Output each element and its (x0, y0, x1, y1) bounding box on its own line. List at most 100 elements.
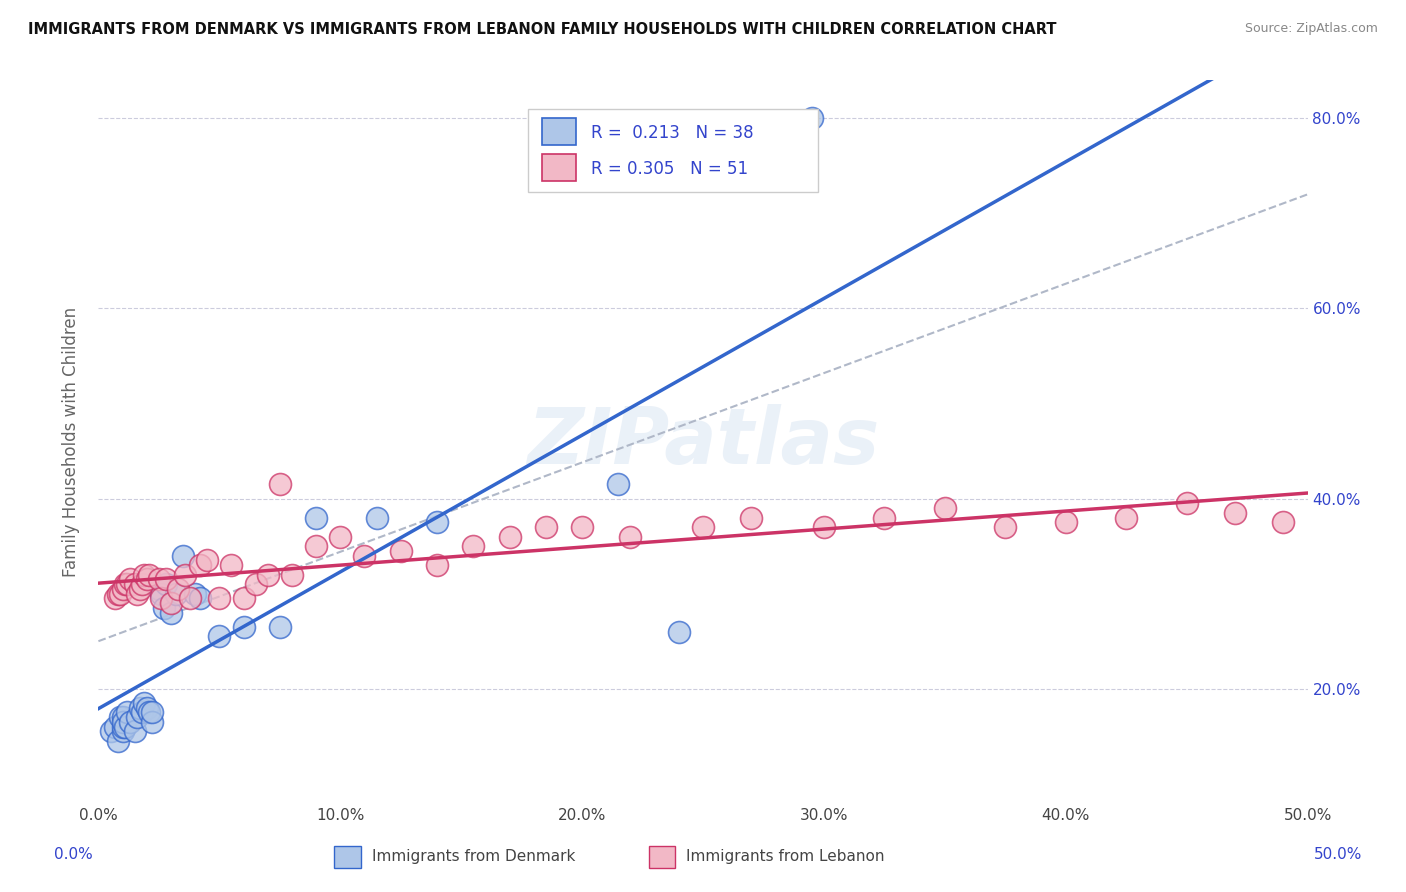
Point (353, 549, 375, 563)
Point (160, 606, 183, 620)
Point (127, 710, 149, 724)
Point (127, 587, 149, 601)
Point (668, 624, 690, 639)
Point (174, 567, 197, 582)
Point (148, 573, 170, 587)
Point (165, 587, 187, 601)
Y-axis label: Family Households with Children: Family Households with Children (62, 307, 80, 576)
FancyBboxPatch shape (648, 847, 675, 868)
Point (208, 591, 231, 606)
Point (128, 582, 150, 596)
Point (619, 530, 641, 544)
Point (740, 510, 762, 524)
Point (148, 582, 170, 596)
FancyBboxPatch shape (527, 109, 818, 193)
Point (138, 706, 160, 720)
Point (188, 558, 211, 573)
Point (232, 591, 254, 606)
Point (134, 567, 156, 582)
Point (117, 706, 139, 720)
Point (135, 573, 157, 587)
Point (934, 501, 956, 516)
Point (534, 520, 557, 534)
Point (104, 720, 127, 734)
Point (800, 112, 823, 126)
Point (150, 591, 173, 606)
Point (221, 558, 243, 573)
Point (160, 596, 183, 610)
Text: Source: ZipAtlas.com: Source: ZipAtlas.com (1244, 22, 1378, 36)
Point (329, 530, 352, 544)
Point (305, 539, 328, 553)
Text: 50.0%: 50.0% (1313, 847, 1362, 863)
Point (269, 620, 291, 634)
Point (305, 510, 328, 524)
FancyBboxPatch shape (335, 847, 361, 868)
Point (1054, 516, 1077, 530)
Point (124, 724, 146, 739)
Point (426, 558, 449, 573)
Point (607, 477, 630, 491)
Point (281, 567, 304, 582)
Point (135, 700, 157, 714)
Point (138, 567, 160, 582)
Point (141, 714, 163, 729)
Text: Immigrants from Lebanon: Immigrants from Lebanon (686, 849, 884, 864)
Point (111, 714, 134, 729)
Point (1175, 496, 1198, 510)
Point (692, 520, 714, 534)
Point (994, 520, 1017, 534)
Point (498, 530, 520, 544)
Point (141, 706, 163, 720)
Point (813, 520, 835, 534)
Text: ZIPatlas: ZIPatlas (527, 403, 879, 480)
Text: R = 0.305   N = 51: R = 0.305 N = 51 (591, 161, 748, 178)
Point (245, 577, 267, 591)
Point (155, 573, 177, 587)
Text: 0.0%: 0.0% (53, 847, 93, 863)
Point (463, 539, 485, 553)
Point (232, 620, 254, 634)
Point (184, 587, 207, 601)
Point (873, 510, 896, 524)
Point (118, 714, 141, 729)
Point (155, 577, 177, 591)
Text: Immigrants from Denmark: Immigrants from Denmark (371, 849, 575, 864)
Point (114, 720, 136, 734)
Point (208, 629, 231, 643)
Point (114, 577, 136, 591)
Point (1115, 510, 1137, 524)
Point (107, 587, 129, 601)
Point (111, 720, 134, 734)
Point (108, 587, 131, 601)
Point (150, 587, 173, 601)
Point (172, 549, 194, 563)
Point (195, 553, 218, 567)
Point (111, 724, 134, 739)
Point (179, 591, 201, 606)
Point (426, 516, 449, 530)
Point (104, 591, 127, 606)
Point (571, 520, 593, 534)
Point (1223, 506, 1246, 520)
FancyBboxPatch shape (543, 118, 576, 145)
Text: IMMIGRANTS FROM DENMARK VS IMMIGRANTS FROM LEBANON FAMILY HOUSEHOLDS WITH CHILDR: IMMIGRANTS FROM DENMARK VS IMMIGRANTS FR… (28, 22, 1057, 37)
Point (188, 591, 211, 606)
Point (131, 577, 153, 591)
Point (256, 567, 278, 582)
Point (389, 544, 412, 558)
Point (1272, 516, 1295, 530)
Point (134, 696, 156, 710)
Point (111, 582, 134, 596)
Point (269, 477, 291, 491)
Point (131, 706, 153, 720)
Point (167, 582, 190, 596)
Point (108, 710, 131, 724)
Point (107, 734, 129, 748)
Point (366, 510, 388, 524)
FancyBboxPatch shape (543, 154, 576, 181)
Point (152, 601, 174, 615)
Point (124, 577, 146, 591)
Point (117, 577, 139, 591)
Point (111, 710, 134, 724)
